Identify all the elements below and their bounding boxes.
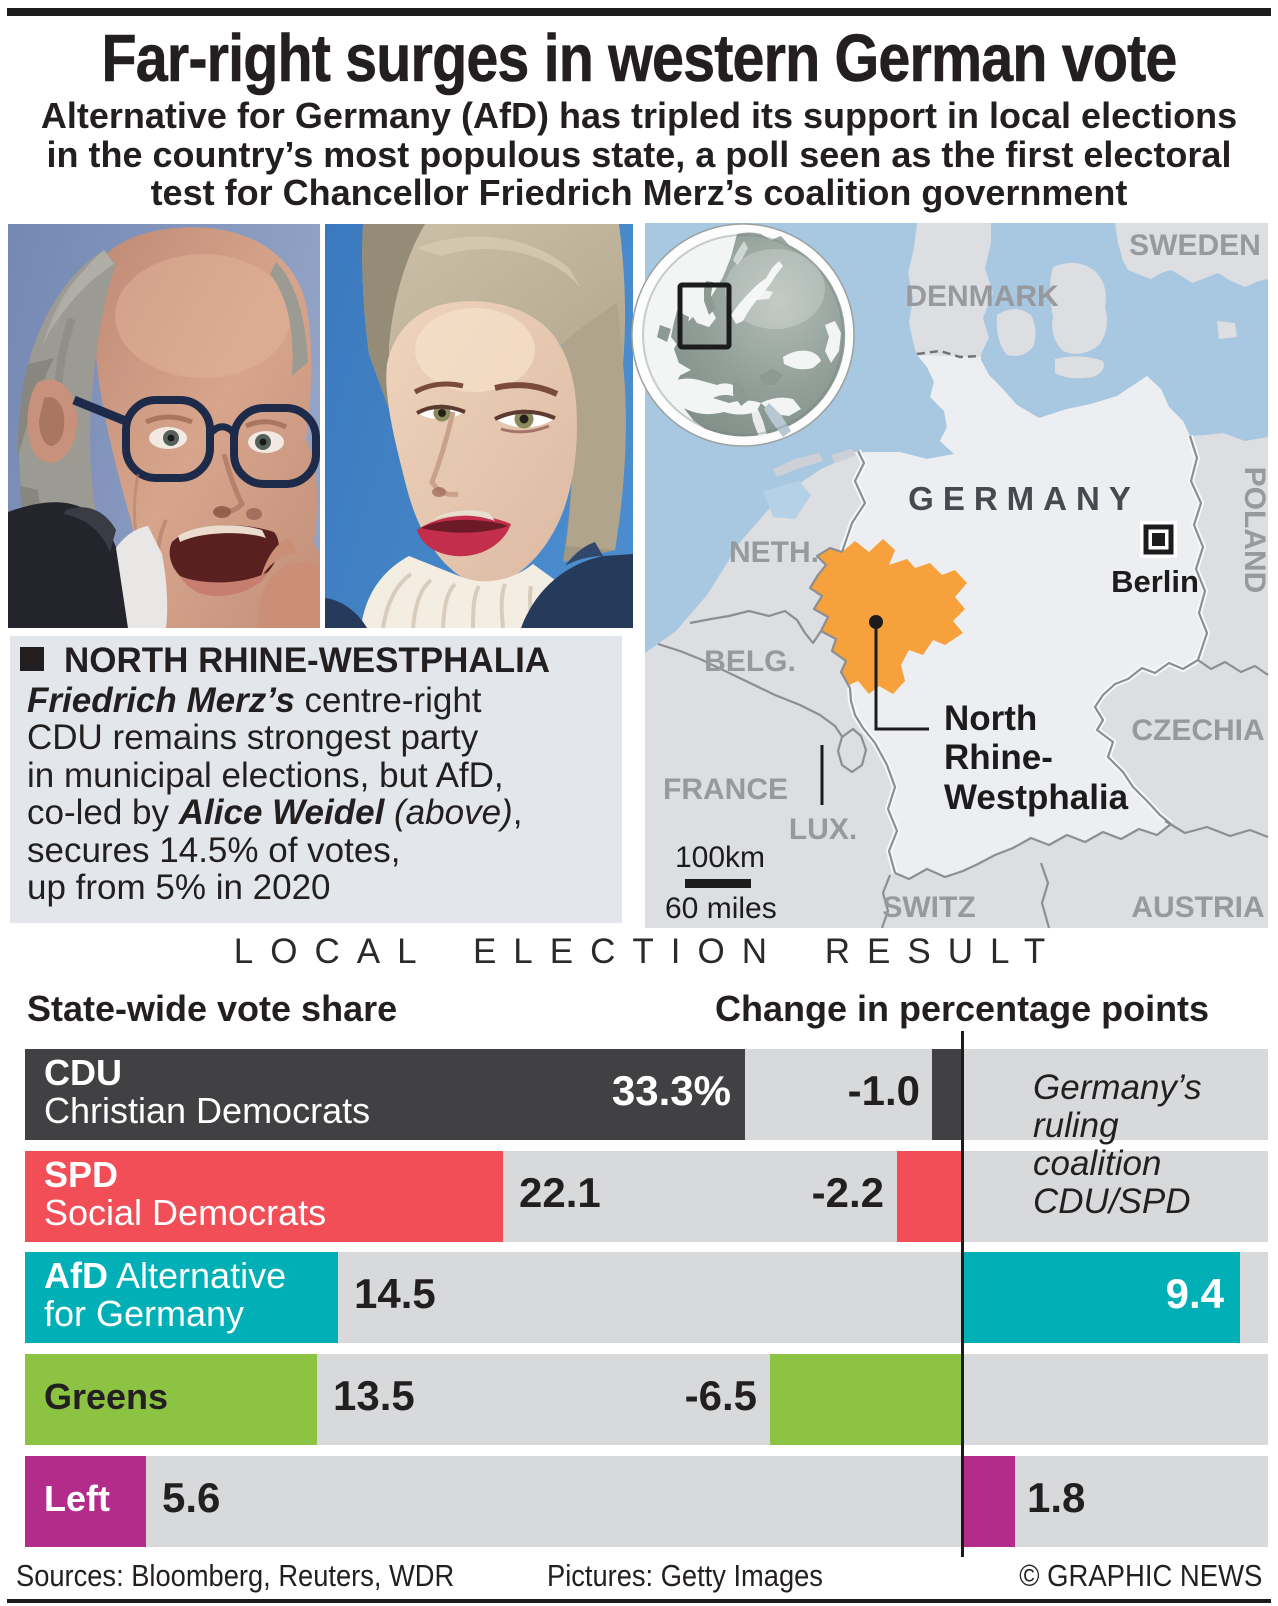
svg-text:SWEDEN: SWEDEN <box>1129 229 1261 262</box>
svg-text:SWITZ: SWITZ <box>882 891 975 924</box>
svg-text:POLAND: POLAND <box>1238 467 1271 594</box>
svg-text:LUX.: LUX. <box>789 813 857 846</box>
svg-text:DENMARK: DENMARK <box>905 280 1059 313</box>
svg-text:60 miles: 60 miles <box>665 892 777 925</box>
svg-text:NETH.: NETH. <box>729 536 819 569</box>
svg-text:Berlin: Berlin <box>1111 564 1199 599</box>
svg-text:AUSTRIA: AUSTRIA <box>1131 891 1264 924</box>
svg-text:FRANCE: FRANCE <box>663 773 788 806</box>
svg-text:BELG.: BELG. <box>704 645 796 678</box>
svg-text:GERMANY: GERMANY <box>908 480 1140 517</box>
svg-text:North: North <box>944 699 1037 738</box>
svg-text:Rhine-: Rhine- <box>944 738 1053 777</box>
svg-text:CZECHIA: CZECHIA <box>1131 714 1264 747</box>
svg-text:Westphalia: Westphalia <box>944 778 1129 817</box>
svg-text:100km: 100km <box>675 841 765 874</box>
